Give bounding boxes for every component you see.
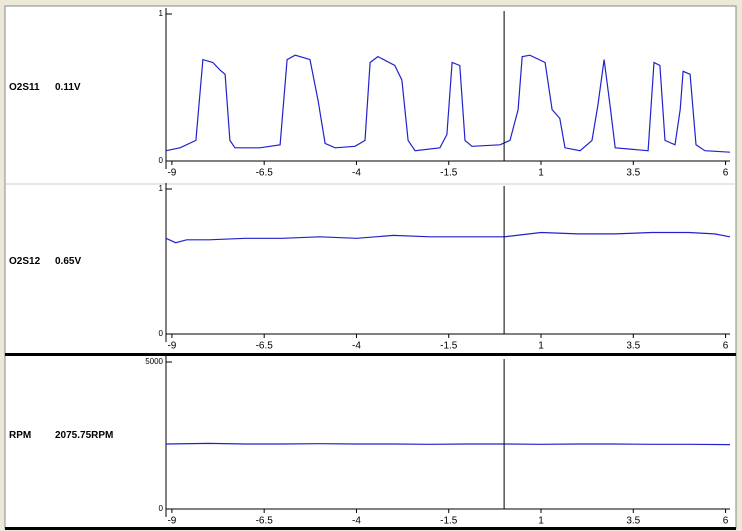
y-tick-label: 1 bbox=[159, 9, 164, 18]
chart-area bbox=[4, 5, 737, 529]
x-tick-label: -6.5 bbox=[256, 341, 274, 352]
x-tick-label: 1 bbox=[538, 168, 544, 179]
x-tick-label: 1 bbox=[538, 341, 544, 352]
x-tick-label: -6.5 bbox=[256, 516, 274, 527]
data-line bbox=[165, 231, 731, 244]
channel-reading: 2075.75RPM bbox=[55, 430, 113, 441]
x-tick-label: -1.5 bbox=[440, 168, 458, 179]
data-line bbox=[165, 54, 731, 153]
x-tick-label: -9 bbox=[167, 341, 176, 352]
x-tick-label: -9 bbox=[167, 516, 176, 527]
data-line bbox=[165, 442, 731, 446]
x-tick-label: 1 bbox=[538, 516, 544, 527]
x-tick-label: 3.5 bbox=[626, 516, 640, 527]
x-tick-label: 6 bbox=[723, 341, 729, 352]
channel-reading: 0.65V bbox=[55, 256, 81, 267]
x-tick-label: -4 bbox=[352, 341, 361, 352]
x-tick-label: 3.5 bbox=[626, 168, 640, 179]
y-tick-label: 0 bbox=[159, 504, 164, 513]
channel-label: RPM bbox=[9, 430, 31, 441]
y-tick-label: 1 bbox=[159, 184, 164, 193]
y-tick-label: 5000 bbox=[145, 357, 163, 366]
panel-divider-thick bbox=[5, 353, 736, 356]
channel-label: O2S11 bbox=[9, 82, 40, 93]
x-tick-label: -1.5 bbox=[440, 341, 458, 352]
x-tick-label: 6 bbox=[723, 516, 729, 527]
x-tick-label: -4 bbox=[352, 168, 361, 179]
channel-label: O2S12 bbox=[9, 256, 41, 267]
x-tick-label: -6.5 bbox=[256, 168, 274, 179]
x-tick-label: 6 bbox=[723, 168, 729, 179]
channel-reading: 0.11V bbox=[55, 82, 81, 93]
bottom-border bbox=[5, 527, 736, 530]
x-tick-label: -9 bbox=[167, 168, 176, 179]
y-tick-label: 0 bbox=[159, 156, 164, 165]
x-tick-label: 3.5 bbox=[626, 341, 640, 352]
x-tick-label: -1.5 bbox=[440, 516, 458, 527]
y-tick-label: 0 bbox=[159, 329, 164, 338]
x-tick-label: -4 bbox=[352, 516, 361, 527]
